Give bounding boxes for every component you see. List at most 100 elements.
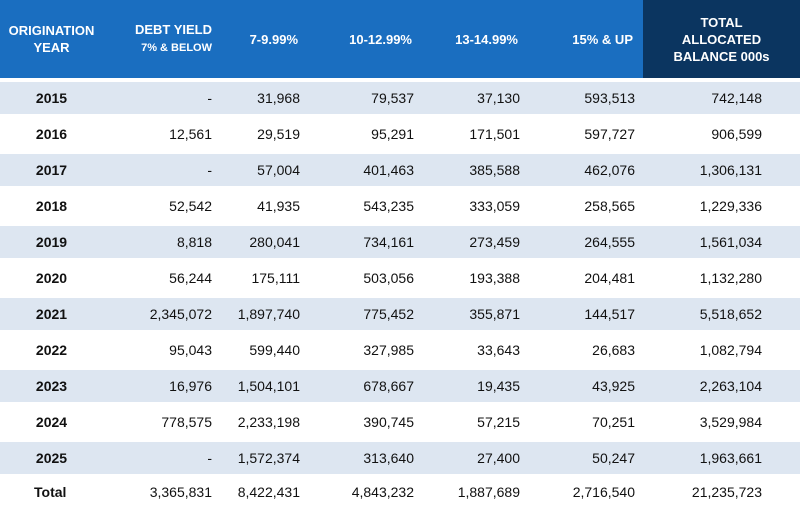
- row-value-cell: 193,388: [422, 262, 528, 298]
- totals-grand-total: 21,235,723: [643, 478, 800, 506]
- row-value-cell: 29,519: [220, 118, 308, 154]
- table-row: 2024 778,575 2,233,198 390,745 57,215 70,251 3…: [0, 406, 800, 442]
- row-value-cell: 333,059: [422, 190, 528, 226]
- header-bucket-15-up: 15% & UP: [528, 0, 643, 82]
- row-value-cell: 8,818: [103, 226, 220, 262]
- row-year-cell: 2015: [0, 82, 103, 118]
- row-value-cell: 462,076: [528, 154, 643, 190]
- row-value-cell: 27,400: [422, 442, 528, 478]
- row-value-cell: 2,233,198: [220, 406, 308, 442]
- row-value-cell: 95,043: [103, 334, 220, 370]
- table-row: 2022 95,043 599,440 327,985 33,643 26,683 1,08…: [0, 334, 800, 370]
- row-year-cell: 2024: [0, 406, 103, 442]
- row-value-cell: 50,247: [528, 442, 643, 478]
- row-value-cell: 144,517: [528, 298, 643, 334]
- row-value-cell: 56,244: [103, 262, 220, 298]
- row-value-cell: 258,565: [528, 190, 643, 226]
- row-total-cell: 906,599: [643, 118, 800, 154]
- row-value-cell: 775,452: [308, 298, 422, 334]
- row-value-cell: 70,251: [528, 406, 643, 442]
- row-value-cell: 390,745: [308, 406, 422, 442]
- row-value-cell: 778,575: [103, 406, 220, 442]
- row-total-cell: 1,561,034: [643, 226, 800, 262]
- row-year-cell: 2018: [0, 190, 103, 226]
- row-year-cell: 2022: [0, 334, 103, 370]
- row-total-cell: 2,263,104: [643, 370, 800, 406]
- header-bucket-13-14: 13-14.99%: [422, 0, 528, 82]
- row-year-cell: 2023: [0, 370, 103, 406]
- row-value-cell: 52,542: [103, 190, 220, 226]
- row-value-cell: 41,935: [220, 190, 308, 226]
- table-body: 2015-31,968 79,537 37,130 593,513 742,148 201…: [0, 82, 800, 506]
- row-value-cell: 678,667: [308, 370, 422, 406]
- row-value-cell: 95,291: [308, 118, 422, 154]
- row-value-cell: -: [103, 442, 220, 478]
- row-value-cell: 734,161: [308, 226, 422, 262]
- header-debt-yield: DEBT YIELD 7% & BELOW: [103, 0, 220, 82]
- row-value-cell: 204,481: [528, 262, 643, 298]
- row-year-cell: 2021: [0, 298, 103, 334]
- table-row: 2018 52,542 41,935 543,235 333,059 258,565 1,2…: [0, 190, 800, 226]
- row-value-cell: 26,683: [528, 334, 643, 370]
- row-total-cell: 1,132,280: [643, 262, 800, 298]
- table-row: 2021 2,345,072 1,897,740 775,452 355,871 144,…: [0, 298, 800, 334]
- row-year-cell: 2019: [0, 226, 103, 262]
- row-total-cell: 1,082,794: [643, 334, 800, 370]
- row-value-cell: 273,459: [422, 226, 528, 262]
- row-value-cell: 19,435: [422, 370, 528, 406]
- table-row: 2019 8,818 280,041 734,161 273,459 264,555 1,5…: [0, 226, 800, 262]
- header-bucket-10-12: 10-12.99%: [308, 0, 422, 82]
- totals-label: Total: [0, 478, 103, 506]
- row-value-cell: 264,555: [528, 226, 643, 262]
- row-year-cell: 2016: [0, 118, 103, 154]
- row-value-cell: 57,215: [422, 406, 528, 442]
- totals-row: Total 3,365,831 8,422,431 4,843,232 1,887,68…: [0, 478, 800, 506]
- row-value-cell: -: [103, 82, 220, 118]
- totals-value-cell: 1,887,689: [422, 478, 528, 506]
- row-value-cell: 12,561: [103, 118, 220, 154]
- row-total-cell: 1,306,131: [643, 154, 800, 190]
- row-value-cell: 43,925: [528, 370, 643, 406]
- row-value-cell: -: [103, 154, 220, 190]
- totals-value-cell: 4,843,232: [308, 478, 422, 506]
- row-value-cell: 503,056: [308, 262, 422, 298]
- row-value-cell: 401,463: [308, 154, 422, 190]
- row-value-cell: 599,440: [220, 334, 308, 370]
- totals-value-cell: 8,422,431: [220, 478, 308, 506]
- row-value-cell: 37,130: [422, 82, 528, 118]
- table-row: 2025-1,572,374 313,640 27,400 50,247 1,963,6…: [0, 442, 800, 478]
- table-header: ORIGINATION YEAR DEBT YIELD 7% & BELOW 7…: [0, 0, 800, 82]
- totals-value-cell: 3,365,831: [103, 478, 220, 506]
- row-total-cell: 742,148: [643, 82, 800, 118]
- row-value-cell: 280,041: [220, 226, 308, 262]
- row-total-cell: 3,529,984: [643, 406, 800, 442]
- row-total-cell: 1,963,661: [643, 442, 800, 478]
- row-value-cell: 57,004: [220, 154, 308, 190]
- table-row: 2016 12,561 29,519 95,291 171,501 597,727 906,…: [0, 118, 800, 154]
- row-value-cell: 1,572,374: [220, 442, 308, 478]
- row-value-cell: 593,513: [528, 82, 643, 118]
- totals-value-cell: 2,716,540: [528, 478, 643, 506]
- table-row: 2017-57,004 401,463 385,588 462,076 1,306,13…: [0, 154, 800, 190]
- header-total-allocated: TOTAL ALLOCATED BALANCE 000s: [643, 0, 800, 82]
- row-value-cell: 171,501: [422, 118, 528, 154]
- row-total-cell: 1,229,336: [643, 190, 800, 226]
- row-value-cell: 16,976: [103, 370, 220, 406]
- header-bucket-7-9: 7-9.99%: [220, 0, 308, 82]
- row-year-cell: 2025: [0, 442, 103, 478]
- table-row: 2023 16,976 1,504,101 678,667 19,435 43,925 2,…: [0, 370, 800, 406]
- row-value-cell: 327,985: [308, 334, 422, 370]
- row-year-cell: 2020: [0, 262, 103, 298]
- row-value-cell: 175,111: [220, 262, 308, 298]
- row-value-cell: 543,235: [308, 190, 422, 226]
- row-value-cell: 355,871: [422, 298, 528, 334]
- row-value-cell: 597,727: [528, 118, 643, 154]
- header-origination-year: ORIGINATION YEAR: [0, 0, 103, 82]
- row-total-cell: 5,518,652: [643, 298, 800, 334]
- row-value-cell: 313,640: [308, 442, 422, 478]
- row-year-cell: 2017: [0, 154, 103, 190]
- row-value-cell: 1,504,101: [220, 370, 308, 406]
- row-value-cell: 79,537: [308, 82, 422, 118]
